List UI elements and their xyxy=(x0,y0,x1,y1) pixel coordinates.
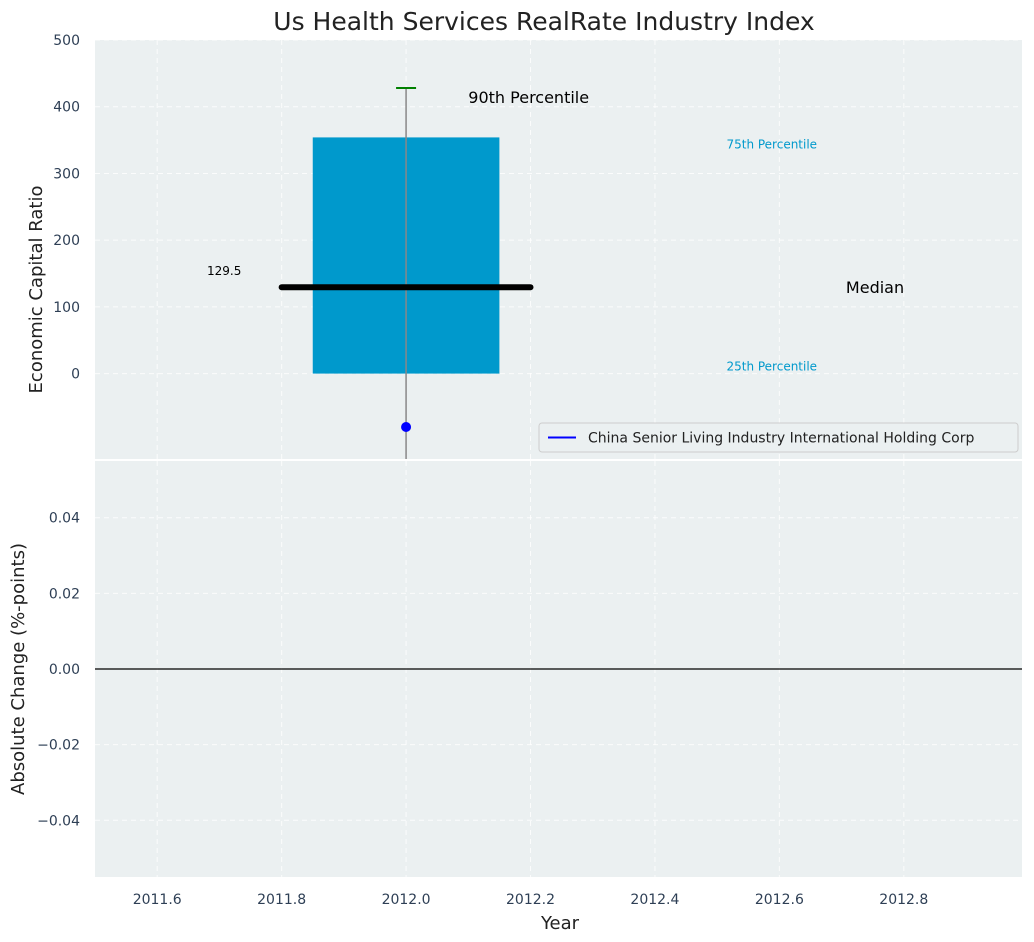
x-tick-label: 2012.8 xyxy=(879,892,928,908)
top-y-axis-label: Economic Capital Ratio xyxy=(26,186,47,394)
median-value-label: 129.5 xyxy=(207,264,241,278)
bottom-y-tick-label: −0.02 xyxy=(37,738,80,754)
x-tick-label: 2011.8 xyxy=(257,892,306,908)
bottom-y-tick-label: 0.04 xyxy=(49,511,80,527)
top-y-tick-label: 0 xyxy=(71,367,80,383)
x-tick-label: 2012.2 xyxy=(506,892,555,908)
median-annotation: Median xyxy=(846,278,904,297)
bottom-y-tick-label: 0.02 xyxy=(49,586,80,602)
bottom-y-tick-labels: −0.04 −0.02 0.00 0.02 0.04 xyxy=(37,511,80,830)
top-y-tick-label: 500 xyxy=(53,33,80,49)
p75-annotation: 75th Percentile xyxy=(726,137,817,151)
top-y-tick-label: 200 xyxy=(53,233,80,249)
top-y-tick-label: 300 xyxy=(53,166,80,182)
company-data-point xyxy=(401,421,412,432)
p25-annotation: 25th Percentile xyxy=(726,360,817,374)
bottom-panel: −0.04 −0.02 0.00 0.02 0.04 Absolute Change (… xyxy=(8,461,1022,877)
legend-box xyxy=(538,422,1019,453)
chart-title: Us Health Services RealRate Industry Ind… xyxy=(273,7,814,36)
x-tick-label: 2011.6 xyxy=(133,892,182,908)
top-y-tick-label: 400 xyxy=(53,100,80,116)
top-y-tick-label: 100 xyxy=(53,300,80,316)
bottom-y-tick-label: 0.00 xyxy=(49,662,80,678)
p90-annotation: 90th Percentile xyxy=(468,88,589,107)
top-panel-grid xyxy=(95,39,1022,459)
top-panel-background xyxy=(95,40,1022,459)
legend: China Senior Living Industry Internation… xyxy=(538,422,1019,453)
x-tick-label: 2012.6 xyxy=(755,892,804,908)
x-axis-label: Year xyxy=(540,913,580,934)
x-tick-label: 2012.0 xyxy=(382,892,431,908)
legend-entry-label: China Senior Living Industry Internation… xyxy=(588,431,974,447)
top-panel-annotations: 90th Percentile 75th Percentile Median 25th… xyxy=(207,88,904,374)
bottom-y-tick-label: −0.04 xyxy=(37,813,80,829)
top-y-tick-labels: 0 100 200 300 400 500 xyxy=(53,33,80,383)
x-tick-labels: 2011.6 2011.8 2012.0 2012.2 2012.4 2012.6 2012… xyxy=(133,892,929,908)
bottom-y-axis-label: Absolute Change (%-points) xyxy=(8,543,29,795)
top-panel-marks xyxy=(278,87,534,459)
x-tick-label: 2012.4 xyxy=(630,892,679,908)
